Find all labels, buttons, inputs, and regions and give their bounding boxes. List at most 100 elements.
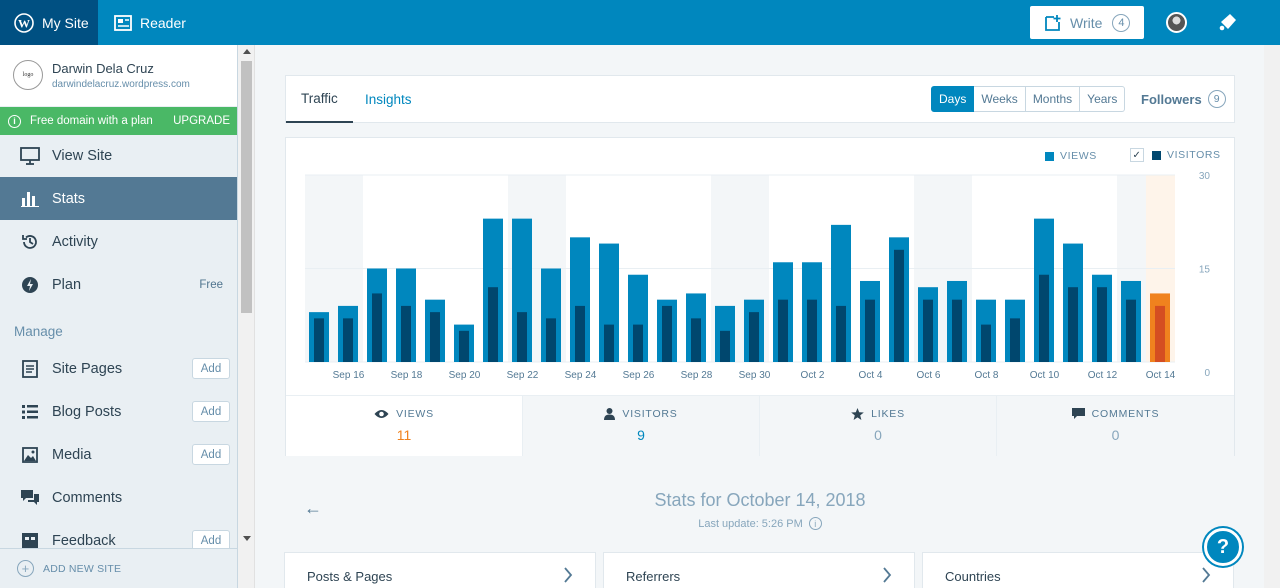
- sidebar-item-media[interactable]: Media Add: [0, 433, 237, 476]
- x-tick-label: Oct 8: [975, 370, 999, 381]
- sidebar-item-label: Stats: [52, 190, 86, 207]
- stats-date-title: Stats for October 14, 2018: [654, 490, 866, 510]
- stats-nav: Traffic Insights Days Weeks Months Years…: [285, 75, 1235, 123]
- bar-chart-icon: [20, 191, 40, 207]
- stat-tab-comments[interactable]: COMMENTS 0: [997, 396, 1234, 456]
- user-avatar[interactable]: [1166, 12, 1187, 33]
- x-tick-label: Sep 28: [681, 370, 713, 381]
- stat-tab-label: VISITORS: [622, 408, 678, 420]
- visitors-bar: [1155, 305, 1165, 362]
- plan-badge: Free: [199, 278, 223, 291]
- stat-tab-visitors[interactable]: VISITORS 9: [523, 396, 760, 456]
- sidebar-item-label: Plan: [52, 276, 82, 293]
- svg-text:W: W: [18, 16, 30, 30]
- x-tick-label: Oct 2: [801, 370, 825, 381]
- visitors-bar: [459, 330, 469, 362]
- back-arrow-icon[interactable]: ←: [304, 498, 322, 518]
- add-feedback-button[interactable]: Add: [192, 530, 230, 551]
- stat-tab-views[interactable]: VIEWS 11: [286, 396, 523, 456]
- visitors-checkbox[interactable]: ✓: [1130, 148, 1144, 162]
- x-tick-label: Oct 6: [917, 370, 941, 381]
- sidebar-item-feedback[interactable]: Feedback Add: [0, 519, 237, 562]
- visitors-bar: [575, 305, 585, 362]
- stat-tab-value: 0: [874, 427, 882, 443]
- module-countries[interactable]: Countries: [922, 552, 1234, 588]
- visitors-bar: [894, 249, 904, 362]
- x-tick-label: Sep 22: [507, 370, 539, 381]
- tab-traffic[interactable]: Traffic: [286, 76, 353, 123]
- site-name: Darwin Dela Cruz: [52, 61, 154, 76]
- reader-button[interactable]: Reader: [114, 0, 186, 45]
- period-days[interactable]: Days: [931, 86, 975, 112]
- visitors-bar: [1097, 287, 1107, 362]
- views-swatch: [1045, 151, 1054, 161]
- visitors-bar: [633, 324, 643, 362]
- visitors-bar: [720, 330, 730, 362]
- my-site-button[interactable]: W My Site: [0, 0, 98, 45]
- visitors-swatch: [1152, 150, 1161, 160]
- person-icon: [604, 408, 616, 420]
- posts-icon: [20, 404, 40, 420]
- monitor-icon: [20, 146, 40, 165]
- scroll-down-icon[interactable]: [243, 536, 251, 541]
- x-tick-label: Sep 18: [391, 370, 423, 381]
- visitors-bar: [430, 312, 440, 362]
- sidebar: logo Darwin Dela Cruz darwindelacruz.wor…: [0, 45, 238, 588]
- add-new-site-label: ADD NEW SITE: [43, 562, 122, 575]
- tab-insights[interactable]: Insights: [365, 92, 412, 107]
- stat-tab-label: COMMENTS: [1091, 408, 1160, 420]
- scroll-up-icon[interactable]: [243, 49, 251, 54]
- legend-views-label: VIEWS: [1060, 150, 1097, 162]
- sidebar-item-site-pages[interactable]: Site Pages Add: [0, 347, 237, 390]
- stat-tab-likes[interactable]: LIKES 0: [760, 396, 997, 456]
- visitors-bar: [778, 299, 788, 362]
- module-posts-pages[interactable]: Posts & Pages: [284, 552, 596, 588]
- followers-button[interactable]: Followers 9: [1141, 86, 1226, 112]
- visitors-bar: [343, 318, 353, 362]
- add-page-button[interactable]: Add: [192, 358, 230, 379]
- visitors-bar: [691, 318, 701, 362]
- wordpress-icon: W: [14, 12, 34, 33]
- module-referrers[interactable]: Referrers: [603, 552, 915, 588]
- visitors-bar: [517, 312, 527, 362]
- comments-icon: [20, 489, 40, 506]
- visitors-bar: [1126, 299, 1136, 362]
- notifications-icon[interactable]: [1218, 12, 1238, 37]
- sidebar-item-label: Media: [52, 446, 92, 463]
- help-button[interactable]: ?: [1204, 528, 1242, 566]
- period-years[interactable]: Years: [1080, 86, 1126, 112]
- plan-icon: [20, 276, 40, 294]
- sidebar-item-comments[interactable]: Comments: [0, 476, 237, 519]
- visitors-bar: [372, 293, 382, 362]
- page-scrollbar[interactable]: [1264, 45, 1280, 588]
- info-icon[interactable]: i: [808, 517, 822, 530]
- add-new-site-button[interactable]: + ADD NEW SITE: [0, 548, 237, 588]
- visitors-bar: [952, 299, 962, 362]
- sidebar-item-plan[interactable]: Plan Free: [0, 263, 237, 306]
- chevron-right-icon: [1202, 567, 1211, 583]
- write-button[interactable]: Write 4: [1030, 6, 1144, 39]
- write-icon: [1045, 14, 1061, 31]
- reader-label: Reader: [140, 14, 186, 31]
- add-post-button[interactable]: Add: [192, 401, 230, 422]
- visitors-bar: [488, 287, 498, 362]
- manage-header: Manage: [14, 324, 63, 339]
- scrollbar-thumb[interactable]: [241, 61, 252, 313]
- module-title: Posts & Pages: [307, 569, 393, 584]
- period-weeks[interactable]: Weeks: [974, 86, 1026, 112]
- period-months[interactable]: Months: [1025, 86, 1081, 112]
- upgrade-nudge[interactable]: i Free domain with a plan UPGRADE: [0, 107, 237, 135]
- sidebar-scrollbar[interactable]: [238, 45, 255, 588]
- x-tick-label: Oct 4: [859, 370, 883, 381]
- sidebar-item-blog-posts[interactable]: Blog Posts Add: [0, 390, 237, 433]
- sidebar-item-activity[interactable]: Activity: [0, 220, 237, 263]
- visitors-bar: [401, 305, 411, 362]
- visitors-bar: [1039, 274, 1049, 362]
- sidebar-item-stats[interactable]: Stats: [0, 177, 237, 220]
- sidebar-item-view-site[interactable]: View Site: [0, 134, 237, 177]
- site-card[interactable]: logo Darwin Dela Cruz darwindelacruz.wor…: [0, 45, 237, 107]
- star-icon: [851, 408, 864, 420]
- legend-visitors[interactable]: ✓ VISITORS: [1130, 148, 1221, 162]
- stat-tab-label: LIKES: [871, 408, 905, 420]
- add-media-button[interactable]: Add: [192, 444, 230, 465]
